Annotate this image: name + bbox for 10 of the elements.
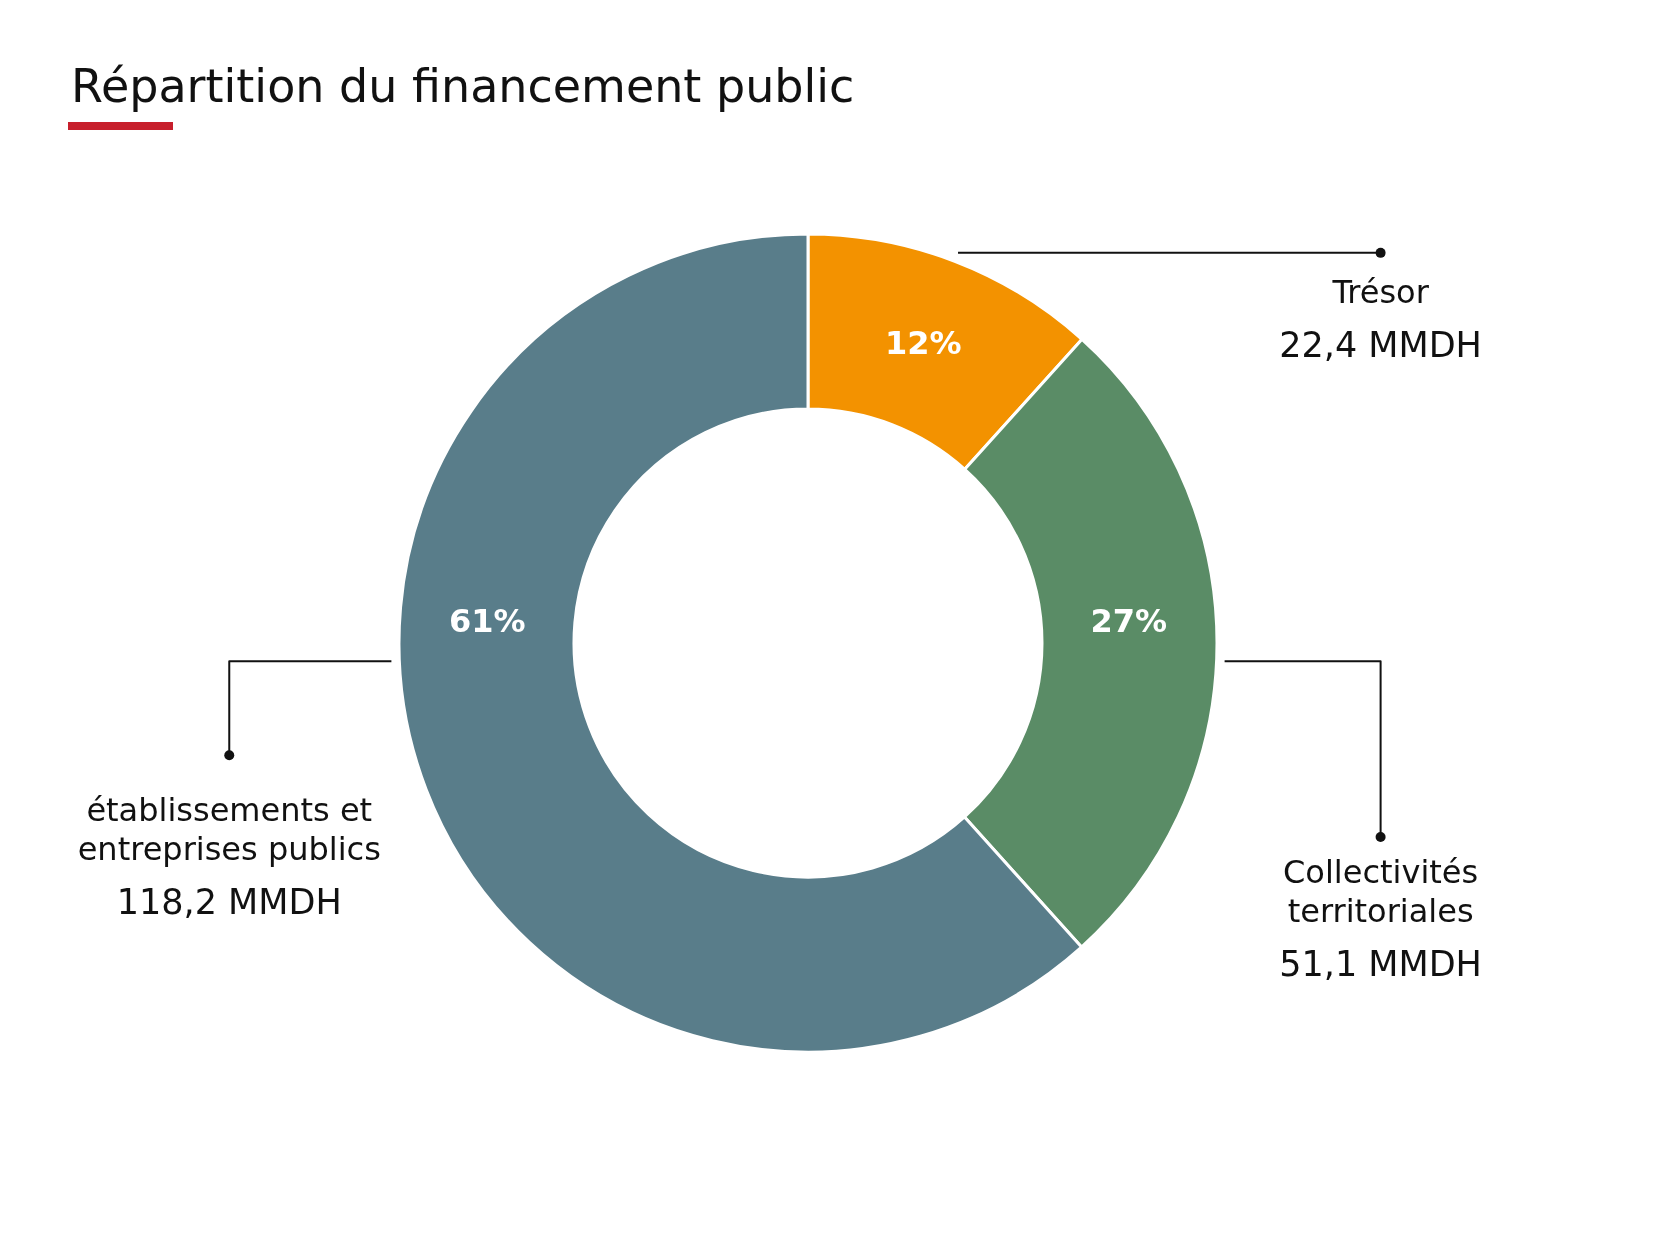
chart-title: Répartition du financement public	[71, 59, 855, 113]
data-label: 22,4 MMDH	[1278, 323, 1483, 367]
slice-label: Trésor	[1331, 272, 1430, 312]
text: 27%	[1090, 601, 1168, 640]
text: 12%	[885, 323, 962, 362]
data-label: 118,2 MMDH	[115, 881, 343, 925]
slice-label: Collectivités territoriales	[1282, 853, 1480, 932]
data-label: 51,1 MMDH	[1278, 943, 1483, 987]
text: 61%	[448, 601, 526, 640]
slice-label: établissements et entreprises publics	[76, 791, 382, 870]
